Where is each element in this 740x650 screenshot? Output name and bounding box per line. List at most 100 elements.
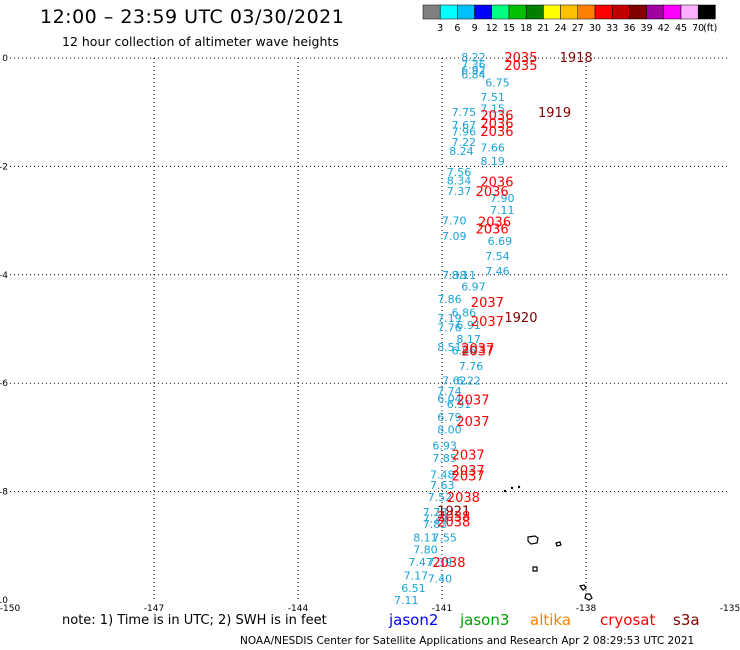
swh-value-label: 7.47	[408, 556, 433, 569]
x-tick-label: -135	[720, 604, 740, 612]
swh-value-label: 6.75	[485, 76, 510, 89]
axis-ticks: -150 -147 -144 -141 -138 -135 0 -2 -4 -6 -8 -10	[0, 54, 740, 612]
swh-value-label: 7.90	[490, 192, 515, 205]
island-shape	[555, 541, 562, 547]
legend-s3a: s3a	[673, 611, 700, 629]
island-shape	[527, 535, 539, 545]
colorbar-label: 6	[454, 23, 460, 34]
legend-jason2: jason2	[389, 611, 439, 629]
swh-value-label: 7.63	[430, 479, 455, 492]
colorbar-unit: (ft)	[703, 23, 717, 34]
colorbar-label: 42	[658, 23, 670, 34]
swh-value-label: 7.17	[404, 570, 429, 583]
swh-value-label: 7.67	[452, 119, 477, 132]
swh-value-label: 7.46	[485, 265, 510, 278]
colorbar-swatch	[697, 4, 716, 20]
x-tick-label: -138	[576, 604, 597, 612]
swh-value-label: 7.66	[480, 141, 505, 154]
swh-value-label: 7.29	[423, 513, 448, 526]
pass-time-label: 2036	[480, 117, 513, 132]
swh-value-label: 7.76	[437, 321, 462, 334]
swh-value-label: 8.00	[437, 423, 462, 436]
y-tick-label: -10	[0, 596, 8, 606]
swh-value-label: 7.09	[442, 230, 467, 243]
swh-value-label: 8.17	[456, 333, 481, 346]
y-tick-label: -4	[0, 271, 8, 281]
pass-time-label: 2038	[437, 510, 470, 525]
colorbar-label: 12	[486, 23, 498, 34]
pass-time-label: 2037	[452, 449, 485, 464]
color-scale-bar: 3 6 9 12 15 18 21 24 27 30 33 36 39 42 45 70(ft)	[422, 4, 717, 34]
pass-time-label: 2035	[504, 59, 537, 74]
swh-value-label: 7.75	[452, 106, 477, 119]
swh-value-label: 6.93	[432, 440, 457, 453]
swh-value-label: 6.84	[461, 68, 486, 81]
swh-value-label: 7.55	[432, 532, 457, 545]
swh-value-label: 7.86	[437, 293, 462, 306]
altimeter-labels: 8.227.366.926.846.75 7.517.157.757.677.96…	[394, 51, 593, 607]
swh-value-label: 8.19	[480, 155, 505, 168]
swh-value-label: 6.79	[437, 411, 462, 424]
island-shape	[584, 593, 593, 601]
pass-time-label: 2036	[480, 125, 513, 140]
chart-subtitle: 12 hour collection of altimeter wave hei…	[62, 34, 339, 49]
island-outlines	[503, 485, 593, 601]
pass-time-label: 2036	[476, 185, 509, 200]
swh-value-label: 7.76	[459, 360, 484, 373]
swh-value-label: 8.51	[437, 341, 462, 354]
colorbar-label: 15	[503, 23, 515, 34]
pass-time-label: 2038	[437, 515, 470, 530]
pass-time-label: 2036	[478, 216, 511, 231]
island-dot	[510, 486, 514, 490]
swh-value-label: 7.80	[413, 544, 438, 557]
swh-value-label: 7.54	[485, 250, 510, 263]
colorbar-label: 39	[641, 23, 653, 34]
swh-value-label: 7.51	[480, 91, 505, 104]
swh-value-label: 7.83	[423, 518, 448, 531]
swh-value-label: 7.62	[442, 374, 467, 387]
x-tick-label: -141	[432, 604, 452, 612]
swh-value-label: 7.85	[432, 452, 457, 465]
pass-time-label: 2036	[476, 223, 509, 238]
y-tick-label: -6	[0, 379, 8, 389]
swh-value-label: 7.70	[442, 215, 467, 228]
swh-value-label: 7.40	[428, 572, 453, 585]
swh-value-label: 6.69	[488, 235, 512, 248]
pass-time-label: 2037	[456, 415, 489, 430]
swh-value-label: 8.22	[461, 51, 486, 64]
swh-value-label: 8.34	[447, 174, 472, 187]
swh-value-label: 7.19	[437, 312, 462, 325]
swh-value-label: 7.56	[447, 166, 472, 179]
x-tick-label: -147	[144, 604, 164, 612]
swh-value-label: 6.51	[401, 582, 426, 595]
colorbar-label: 33	[606, 23, 618, 34]
footer-note: note: 1) Time is in UTC; 2) SWH is in fe…	[62, 613, 327, 628]
swh-value-label: 7.11	[394, 594, 419, 607]
swh-value-label: 7.74	[437, 385, 462, 398]
grid-lines	[10, 57, 730, 600]
pass-time-label: 2037	[456, 393, 489, 408]
pass-time-label: 2037	[471, 296, 504, 311]
colorbar-label: 30	[589, 23, 601, 34]
swh-value-label: 7.96	[452, 126, 477, 139]
swh-value-label: 6.22	[456, 374, 481, 387]
pass-time-label: 2036	[480, 176, 513, 191]
pass-time-label: 2037	[452, 469, 485, 484]
swh-value-label: 7.15	[480, 102, 505, 115]
swh-value-label: 7.22	[452, 136, 477, 149]
swh-value-label: 7.11	[490, 204, 515, 217]
swh-value-label: 6.92	[461, 64, 486, 77]
colorbar-label: 21	[537, 23, 549, 34]
swh-value-label: 6.91	[456, 319, 481, 332]
legend-altika: altika	[530, 611, 572, 629]
x-tick-label: -150	[0, 604, 20, 612]
swh-value-label: 7.78	[423, 506, 448, 519]
island-shape	[532, 566, 538, 572]
colorbar-label: 70	[692, 23, 704, 34]
pass-time-label: 2035	[504, 51, 537, 66]
colorbar-label: 27	[572, 23, 584, 34]
island-dot	[517, 485, 521, 489]
colorbar-label: 3	[437, 23, 443, 34]
legend-jason3: jason3	[460, 611, 510, 629]
swh-value-label: 7.48	[430, 468, 455, 481]
